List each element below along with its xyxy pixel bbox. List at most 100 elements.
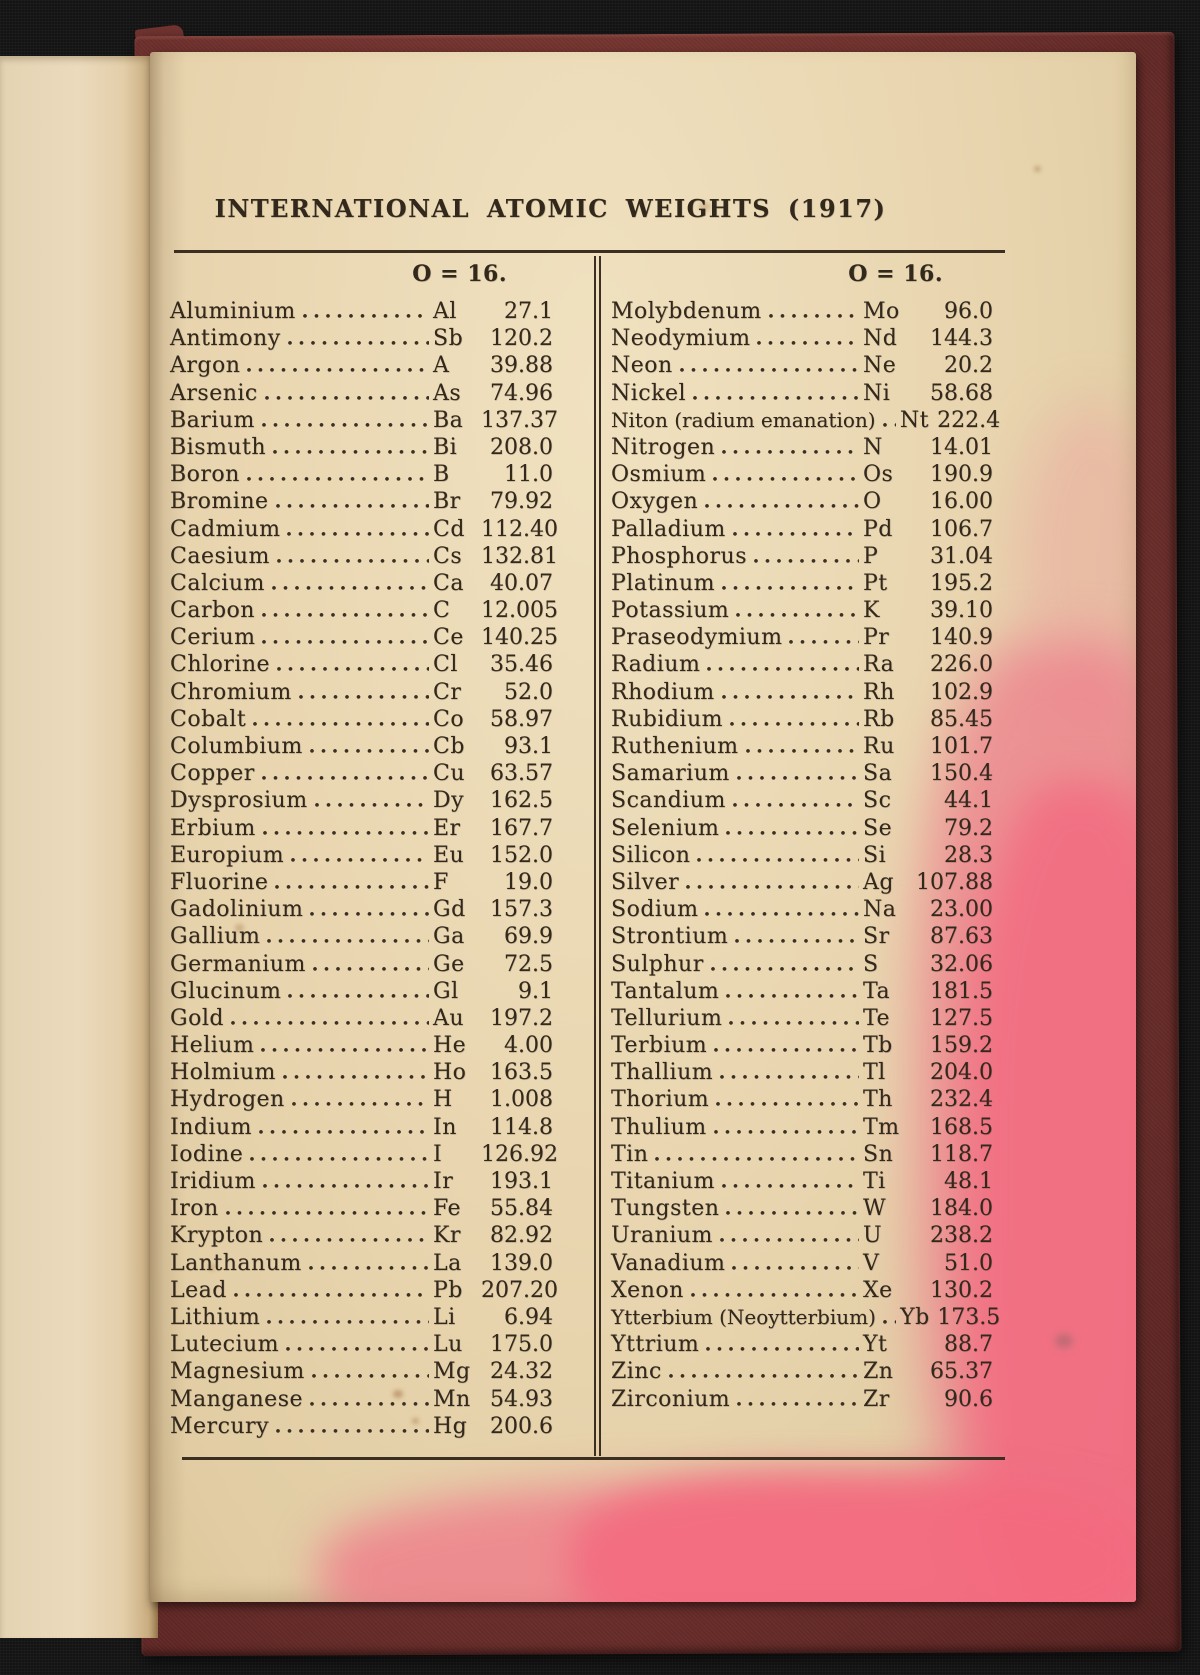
element-weight: 200.6 (490, 1413, 553, 1439)
table-row: Nitrogen N 14.01 (606, 433, 1005, 462)
table-row: Magnesium Mg 24.32 (170, 1358, 568, 1386)
table-row: Gold Au 197.2 (170, 1004, 568, 1033)
element-symbol: Tm (863, 1114, 900, 1140)
dot-leader (307, 1249, 429, 1277)
element-symbol: Ga (433, 924, 465, 950)
element-weight: 167.7 (490, 815, 553, 841)
element-weight: 130.2 (930, 1277, 993, 1303)
element-symbol: Ge (433, 951, 465, 977)
element-weight: 85.45 (930, 706, 993, 732)
element-weight: 112.40 (481, 516, 558, 542)
table-row: Cerium Ce 140.25 (170, 624, 568, 652)
element-symbol: Sc (863, 788, 892, 814)
dot-leader (229, 1004, 429, 1033)
table-row: Iridium Ir 193.1 (170, 1168, 568, 1196)
dot-leader (721, 569, 859, 598)
book-page: INTERNATIONAL ATOMIC WEIGHTS (1917) O = … (150, 52, 1136, 1602)
dot-leader (725, 977, 859, 1005)
element-symbol: Ra (863, 652, 895, 678)
element-name: Krypton (170, 1223, 264, 1249)
element-name: Magnesium (170, 1359, 305, 1385)
dot-leader (260, 1032, 429, 1060)
element-symbol: Ti (863, 1169, 886, 1194)
table-row: Strontium Sr 87.63 (606, 923, 1005, 951)
element-weight: 120.2 (490, 326, 553, 352)
table-row: Terbium Tb 159.2 (606, 1032, 1005, 1060)
dot-leader (258, 1113, 429, 1141)
element-weight: 168.5 (930, 1114, 993, 1140)
element-weight: 55.84 (490, 1196, 553, 1222)
element-name: Barium (170, 407, 255, 433)
pink-stain (1016, 402, 1136, 722)
element-symbol: Os (863, 462, 894, 488)
element-symbol: A (433, 353, 450, 379)
dot-leader (232, 1276, 429, 1304)
element-name: Holmium (170, 1060, 276, 1086)
element-weight: 175.0 (490, 1332, 553, 1358)
element-symbol: Eu (433, 842, 465, 868)
element-name: Strontium (611, 924, 729, 950)
element-symbol: Rh (863, 679, 895, 705)
element-symbol: Pd (863, 516, 893, 542)
table-row: Fluorine F 19.0 (170, 868, 568, 897)
dot-leader (275, 1412, 429, 1440)
element-name: Zinc (611, 1359, 662, 1385)
element-weight: 82.92 (490, 1223, 553, 1249)
table-row: Columbium Cb 93.1 (170, 733, 568, 761)
dot-leader (706, 651, 859, 679)
element-name: Molybdenum (611, 299, 762, 324)
element-weight: 184.0 (930, 1196, 993, 1222)
dot-leader (297, 678, 429, 706)
dot-leader (301, 298, 429, 326)
dot-leader (276, 651, 429, 679)
table-row: Ruthenium Ru 101.7 (606, 733, 1005, 761)
element-name: Nitrogen (611, 434, 716, 460)
table-row: Praseodymium Pr 140.9 (606, 624, 1005, 652)
element-weight: 28.3 (944, 842, 993, 868)
element-weight: 226.0 (930, 652, 993, 678)
table-row: Neon Ne 20.2 (606, 352, 1005, 380)
dot-leader (734, 923, 859, 951)
dot-leader (725, 1195, 859, 1223)
element-symbol: Co (433, 706, 465, 732)
element-name: Oxygen (611, 489, 699, 515)
element-symbol: Tb (863, 1033, 893, 1059)
element-symbol: Nt (899, 407, 930, 433)
element-symbol: In (433, 1114, 457, 1140)
dot-leader (685, 868, 859, 897)
table-row: Bismuth Bi 208.0 (170, 433, 568, 462)
element-symbol: Xe (863, 1277, 893, 1303)
dot-leader (266, 1303, 429, 1332)
table-column-left: O = 16. Aluminium Al 27.1 Antimony Sb 120.2 Ar… (170, 254, 568, 1440)
dot-leader (269, 1222, 429, 1250)
element-name: Chlorine (170, 652, 271, 678)
element-name: Erbium (170, 815, 256, 841)
element-symbol: Th (863, 1087, 893, 1113)
table-row: Lead Pb 207.20 (170, 1276, 568, 1304)
element-weight: 19.0 (504, 869, 553, 895)
table-row: Thallium Tl 204.0 (606, 1059, 1005, 1087)
element-symbol: Ne (863, 353, 897, 379)
table-column-right: O = 16. Molybdenum Mo 96.0 Neodymium Nd 144.3… (606, 254, 1005, 1413)
page-title: INTERNATIONAL ATOMIC WEIGHTS (1917) (214, 194, 887, 223)
dot-leader (729, 705, 859, 733)
dot-leader (881, 406, 896, 434)
element-weight: 31.04 (930, 543, 993, 569)
element-weight: 24.32 (490, 1359, 553, 1385)
element-weight: 54.93 (490, 1386, 553, 1412)
table-row: Chromium Cr 52.0 (170, 678, 568, 706)
element-name: Thorium (611, 1087, 710, 1113)
element-name: Platinum (611, 570, 716, 596)
table-row: Germanium Ge 72.5 (170, 950, 568, 978)
element-symbol: Bi (433, 434, 458, 460)
element-name: Radium (611, 652, 701, 678)
element-weight: 139.0 (490, 1250, 553, 1276)
element-name: Hydrogen (170, 1087, 285, 1113)
element-name: Tin (611, 1141, 649, 1167)
element-symbol: O (863, 489, 882, 515)
element-symbol: As (433, 380, 462, 406)
element-name: Manganese (170, 1386, 304, 1412)
column-header: O = 16. (848, 261, 943, 287)
table-row: Lanthanum La 139.0 (170, 1249, 568, 1277)
table-row: Helium He 4.00 (170, 1032, 568, 1060)
